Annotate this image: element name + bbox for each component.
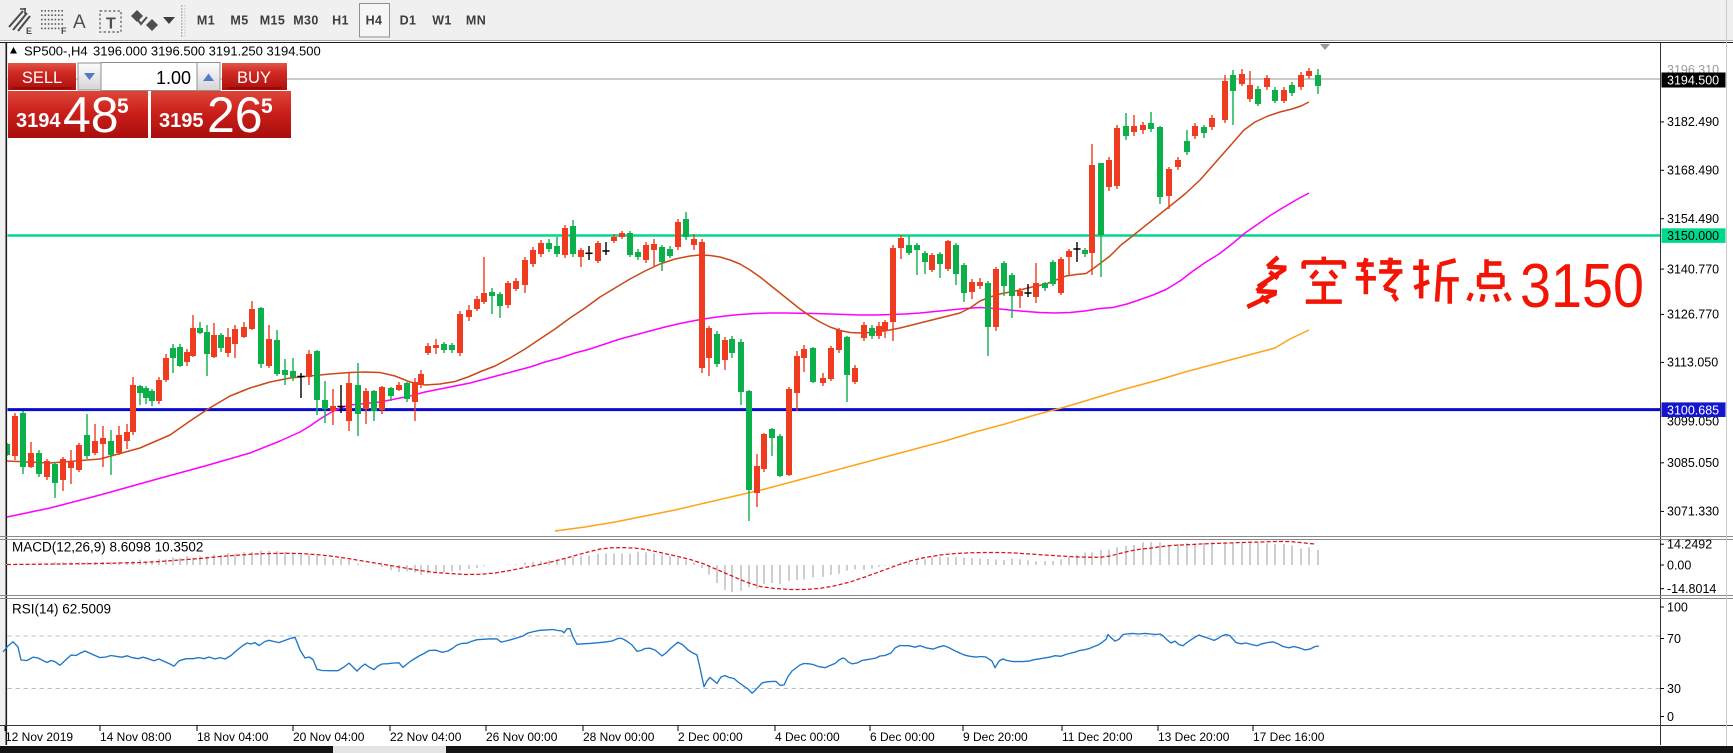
svg-text:3085.050: 3085.050: [1667, 456, 1719, 470]
svg-text:6 Dec 00:00: 6 Dec 00:00: [870, 730, 935, 744]
svg-text:D1: D1: [400, 14, 417, 28]
svg-text:F: F: [61, 26, 67, 36]
svg-text:22 Nov 04:00: 22 Nov 04:00: [390, 730, 462, 744]
svg-text:M30: M30: [293, 14, 319, 28]
svg-text:H4: H4: [366, 14, 383, 28]
svg-text:MACD(12,26,9) 8.6098 10.3502: MACD(12,26,9) 8.6098 10.3502: [12, 540, 203, 555]
svg-text:11 Dec 20:00: 11 Dec 20:00: [1062, 730, 1133, 744]
svg-text:9 Dec 20:00: 9 Dec 20:00: [963, 730, 1028, 744]
svg-text:3196.000 3196.500 3191.250 319: 3196.000 3196.500 3191.250 3194.500: [93, 44, 321, 59]
svg-text:28 Nov 00:00: 28 Nov 00:00: [583, 730, 655, 744]
svg-text:20 Nov 04:00: 20 Nov 04:00: [293, 730, 365, 744]
svg-text:3071.330: 3071.330: [1667, 505, 1719, 519]
svg-text:A: A: [73, 12, 86, 33]
svg-text:1.00: 1.00: [156, 68, 191, 88]
svg-text:0.00: 0.00: [1667, 558, 1691, 572]
svg-text:5: 5: [117, 95, 129, 118]
svg-text:-14.8014: -14.8014: [1667, 582, 1716, 596]
svg-text:M15: M15: [260, 14, 286, 28]
svg-text:3100.685: 3100.685: [1667, 403, 1719, 417]
svg-text:3150: 3150: [1520, 252, 1644, 321]
svg-text:18 Nov 04:00: 18 Nov 04:00: [197, 730, 269, 744]
svg-text:RSI(14) 62.5009: RSI(14) 62.5009: [12, 602, 111, 617]
svg-text:3168.490: 3168.490: [1667, 164, 1719, 178]
svg-text:T: T: [106, 16, 116, 33]
svg-text:SELL: SELL: [22, 69, 62, 87]
svg-text:0: 0: [1667, 710, 1674, 724]
svg-text:SP500-,H4: SP500-,H4: [24, 44, 88, 59]
svg-text:M5: M5: [230, 14, 248, 28]
svg-text:14.2492: 14.2492: [1667, 538, 1712, 552]
svg-text:W1: W1: [432, 14, 452, 28]
svg-text:3113.050: 3113.050: [1667, 356, 1718, 370]
svg-text:3099.050: 3099.050: [1667, 414, 1719, 428]
svg-text:26 Nov 00:00: 26 Nov 00:00: [486, 730, 558, 744]
svg-text:3140.770: 3140.770: [1667, 262, 1719, 276]
svg-text:H1: H1: [332, 14, 349, 28]
svg-text:MN: MN: [466, 14, 486, 28]
svg-text:30: 30: [1667, 682, 1681, 696]
svg-text:BUY: BUY: [237, 69, 271, 87]
svg-text:13 Dec 20:00: 13 Dec 20:00: [1158, 730, 1230, 744]
svg-text:3154.490: 3154.490: [1667, 212, 1719, 226]
svg-text:48: 48: [63, 87, 119, 143]
svg-text:100: 100: [1667, 600, 1688, 614]
svg-text:5: 5: [261, 95, 273, 118]
svg-text:17 Dec 16:00: 17 Dec 16:00: [1253, 730, 1325, 744]
svg-text:4 Dec 00:00: 4 Dec 00:00: [775, 730, 840, 744]
svg-text:3194.500: 3194.500: [1667, 74, 1719, 88]
svg-text:26: 26: [207, 87, 263, 143]
svg-text:3195: 3195: [159, 110, 204, 132]
svg-text:2 Dec 00:00: 2 Dec 00:00: [678, 730, 743, 744]
svg-text:E: E: [26, 26, 32, 36]
svg-text:3182.490: 3182.490: [1667, 115, 1719, 129]
svg-text:M1: M1: [197, 14, 215, 28]
svg-text:14 Nov 08:00: 14 Nov 08:00: [100, 730, 172, 744]
svg-text:3126.770: 3126.770: [1667, 308, 1719, 322]
svg-text:12 Nov 2019: 12 Nov 2019: [5, 730, 73, 744]
svg-text:3194: 3194: [16, 110, 61, 132]
svg-text:3150.000: 3150.000: [1667, 229, 1719, 243]
svg-text:70: 70: [1667, 632, 1681, 646]
